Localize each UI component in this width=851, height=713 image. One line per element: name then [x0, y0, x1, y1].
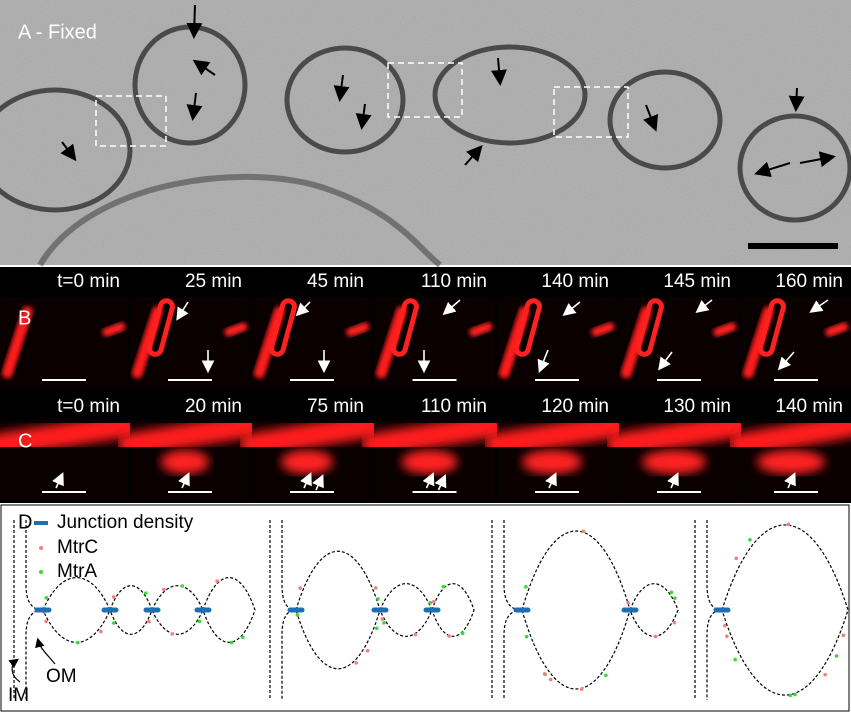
protein-dot: [673, 596, 677, 600]
panel-label: B: [18, 307, 31, 329]
panel-a: A - Fixed: [0, 0, 851, 265]
protein-dot: [733, 658, 737, 662]
membrane-label: OM: [46, 666, 77, 687]
protein-dot: [428, 601, 432, 605]
protein-dot: [461, 631, 465, 635]
protein-dot: [447, 634, 451, 638]
protein-dot: [748, 538, 752, 542]
protein-dot: [835, 654, 839, 658]
panel-label: C: [18, 430, 32, 452]
protein-dot: [374, 586, 378, 590]
protein-dot: [725, 634, 729, 638]
time-label: 45 min: [307, 271, 364, 292]
legend-label: MtrC: [57, 537, 98, 558]
protein-dot: [45, 596, 49, 600]
protein-dot: [670, 591, 674, 595]
protein-dot: [144, 591, 148, 595]
protein-dot: [298, 586, 302, 590]
time-label: 145 min: [663, 271, 731, 292]
protein-dot: [375, 627, 379, 631]
legend-label: Junction density: [57, 512, 194, 533]
protrusion: [522, 450, 582, 474]
protein-dot: [580, 687, 584, 691]
protein-dot: [198, 620, 202, 624]
protein-dot: [723, 624, 727, 628]
time-label: 75 min: [307, 396, 364, 417]
fluorescence-rows: t=0 min 25 min 45 min 110 min 140 min 145 min…: [0, 271, 851, 500]
time-label: 25 min: [185, 271, 242, 292]
panel-label: A - Fixed: [18, 21, 97, 43]
protein-dot: [414, 633, 418, 637]
protein-dot: [673, 621, 677, 625]
protein-dot: [524, 585, 528, 589]
panel-d: D Junction density MtrC MtrA IM OM: [1, 505, 849, 711]
legend-swatch: [39, 546, 43, 550]
protein-dot: [525, 635, 529, 639]
protein-dot: [734, 557, 738, 561]
protein-dot: [793, 693, 797, 697]
protein-dot: [626, 601, 630, 605]
protein-dot: [112, 621, 116, 625]
time-label: 20 min: [185, 396, 242, 417]
protein-dot: [354, 661, 358, 665]
protrusion: [402, 450, 458, 474]
panel-label: D: [18, 511, 32, 533]
protein-dot: [170, 632, 174, 636]
time-label: t=0 min: [57, 271, 120, 292]
time-label: 120 min: [541, 396, 609, 417]
protrusion: [757, 450, 825, 474]
protein-dot: [442, 585, 446, 589]
protrusion: [642, 450, 706, 474]
protein-dot: [842, 633, 846, 637]
protein-dot: [654, 635, 658, 639]
protein-dot: [604, 674, 608, 678]
protein-dot: [582, 529, 586, 533]
protein-dot: [112, 595, 116, 599]
protein-dot: [76, 641, 80, 645]
protein-dot: [789, 694, 793, 698]
protein-dot: [543, 673, 547, 677]
time-label: 110 min: [421, 271, 487, 292]
legend-swatch: [39, 570, 43, 574]
protein-dot: [215, 579, 219, 583]
time-label: t=0 min: [57, 396, 120, 417]
protein-dot: [162, 588, 166, 592]
protein-dot: [366, 649, 370, 653]
protein-dot: [147, 620, 151, 624]
protein-dot: [549, 678, 553, 682]
protein-dot: [296, 613, 300, 617]
time-label: 130 min: [663, 396, 731, 417]
protein-dot: [230, 641, 234, 645]
protein-dot: [99, 630, 103, 634]
protein-dot: [382, 621, 386, 625]
legend-label: MtrA: [57, 561, 97, 582]
time-label: 140 min: [775, 396, 843, 417]
protrusion: [281, 450, 333, 474]
protein-dot: [376, 597, 380, 601]
time-label: 160 min: [775, 271, 843, 292]
protein-dot: [44, 620, 48, 624]
figure: A - Fixed t=0 min 25 min 45 min 110 min 140 …: [0, 0, 851, 713]
time-label: 140 min: [541, 271, 609, 292]
protein-dot: [241, 636, 245, 640]
protein-dot: [823, 673, 827, 677]
protein-dot: [432, 600, 436, 604]
protrusion: [161, 450, 209, 474]
protein-dot: [381, 617, 385, 621]
protein-dot: [181, 584, 185, 588]
protein-dot: [787, 523, 791, 527]
scale-bar: [748, 243, 838, 249]
time-label: 110 min: [421, 396, 487, 417]
